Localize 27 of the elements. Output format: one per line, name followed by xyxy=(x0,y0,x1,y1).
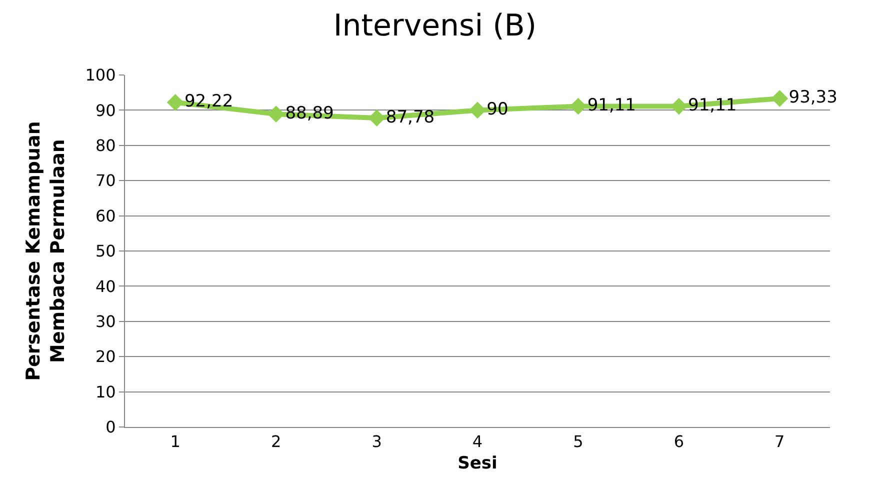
x-tick-label: 5 xyxy=(573,432,584,452)
x-axis-title: Sesi xyxy=(458,454,498,474)
x-tick-label: 2 xyxy=(270,432,282,452)
data-label: 93,33 xyxy=(788,88,838,108)
x-tick-label: 3 xyxy=(372,432,382,452)
x-tick-label: 4 xyxy=(472,432,483,452)
point xyxy=(368,110,386,126)
data-label: 87,78 xyxy=(386,107,435,128)
x-tick-label: 6 xyxy=(674,432,684,452)
y-tick-label: 90 xyxy=(95,100,116,120)
x-tick-label: 1 xyxy=(170,432,180,452)
y-tick-label: 70 xyxy=(95,171,116,190)
y-tick-label: 100 xyxy=(85,66,116,85)
y-tick-label: 30 xyxy=(95,312,116,331)
y-tick-label: 80 xyxy=(95,136,116,155)
chart-title: Intervensi (B) xyxy=(333,8,537,44)
point xyxy=(771,90,788,107)
y-tick-label: 20 xyxy=(95,347,116,366)
x-tick-label: 7 xyxy=(774,432,785,452)
y-tick-label: 50 xyxy=(95,242,116,261)
y-tick-label: 40 xyxy=(95,276,116,296)
point xyxy=(469,102,486,119)
y-tick-label: 60 xyxy=(95,206,116,226)
point xyxy=(166,94,184,111)
y-axis-title: Persentase Kemampuan Membaca Permulaan xyxy=(22,121,70,381)
y-tick-label: 10 xyxy=(95,382,116,402)
y-tick-label: 0 xyxy=(106,418,116,437)
